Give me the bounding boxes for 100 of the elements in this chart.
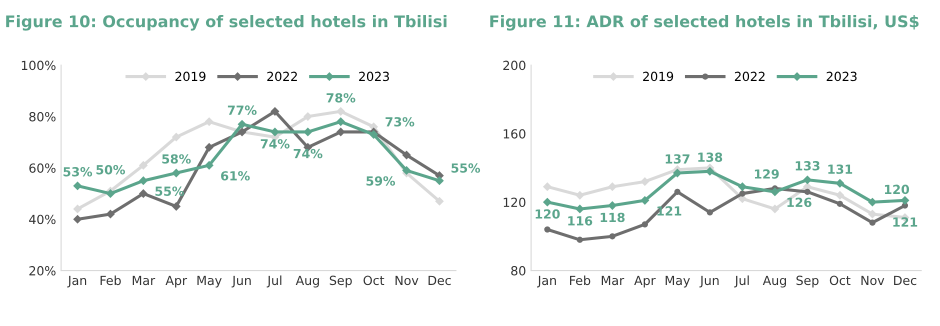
point [544,226,550,233]
point [836,179,844,188]
x-tick-label: May [666,276,690,288]
point [435,197,444,206]
point [674,188,681,195]
x-tick-label: Jan [537,276,556,288]
point [205,118,214,126]
point [640,177,650,186]
x-tick-label: Jul [734,275,749,288]
point [706,167,714,176]
point [106,189,115,198]
data-label: 120 [884,184,910,194]
point [73,215,82,224]
x-tick-label: Apr [634,276,656,288]
point [608,182,617,191]
legend-label: 2022 [734,72,765,82]
x-tick-label: Jun [232,276,251,288]
point [738,182,747,191]
x-tick-label: Mar [132,276,156,286]
y-tick-label: 80 [511,266,526,276]
data-label: 55% [452,163,480,173]
point [836,191,844,200]
point [370,130,378,139]
point [402,166,411,175]
data-label: 118 [600,212,625,222]
data-label: 131 [828,164,852,174]
point [336,107,345,116]
legend-label: 2023 [826,72,857,82]
chart-title: Figure 11: ADR of selected hotels in Tbilisi, US$ [490,15,919,31]
point [270,107,280,116]
point [739,190,746,197]
data-label: 74% [260,139,290,149]
point [172,202,180,211]
point [543,198,552,206]
point [139,176,148,185]
data-label: 121 [893,217,918,227]
x-tick-label: Sep [796,276,819,288]
legend-label: 2019 [643,72,674,82]
point [706,209,714,216]
x-tick-label: Jan [67,276,86,288]
point [73,182,82,190]
x-tick-label: Nov [861,276,884,286]
data-label: 50% [96,165,126,174]
data-label: 59% [366,176,396,186]
data-label: 61% [221,171,250,181]
x-tick-label: Jul [266,275,282,288]
x-tick-label: Apr [166,276,188,288]
x-tick-label: Dec [428,276,451,286]
legend-label: 2022 [267,72,297,82]
point [869,220,876,226]
x-tick-label: Jun [699,276,719,288]
point [304,112,312,121]
x-tick-label: Oct [830,276,850,286]
point [576,236,583,243]
point [172,132,180,142]
data-label: 120 [536,209,560,219]
point [642,221,648,228]
data-label: 58% [162,154,191,164]
point [770,188,780,196]
point [543,182,552,191]
data-label: 73% [386,117,414,127]
point [106,210,115,218]
point [172,168,180,178]
point [803,176,812,184]
point [804,188,811,195]
data-label: 53% [64,167,92,176]
point [576,204,584,214]
legend-label: 2019 [175,72,206,82]
point [576,191,584,200]
point [139,161,148,170]
x-tick-label: Feb [570,275,590,286]
point [238,120,246,128]
data-label: 133 [796,161,820,171]
point [608,201,617,210]
data-label: 78% [326,93,356,103]
point [336,128,345,136]
point [402,150,411,160]
data-label: 129 [754,169,779,179]
point [205,143,214,152]
x-tick-label: Dec [894,276,916,286]
point [640,196,650,205]
y-tick-label: 100% [22,60,56,70]
legend-label: 2023 [359,72,389,82]
y-tick-label: 200 [503,60,526,70]
x-tick-label: Aug [762,276,786,288]
data-label: 138 [698,152,722,162]
point [836,200,844,207]
point [609,233,616,240]
data-label: 137 [666,154,690,164]
chart-title: Figure 10: Occupancy of selected hotels in Tbilisi [6,15,446,31]
data-label: 74% [294,148,322,158]
point [336,118,345,126]
data-label: 77% [228,105,257,115]
point [435,176,444,185]
data-label: 116 [568,216,592,226]
x-tick-label: Sep [330,276,352,288]
y-tick-label: 160 [504,129,526,139]
y-tick-label: 40% [29,214,56,224]
point [770,204,780,214]
x-tick-label: Oct [364,276,384,286]
